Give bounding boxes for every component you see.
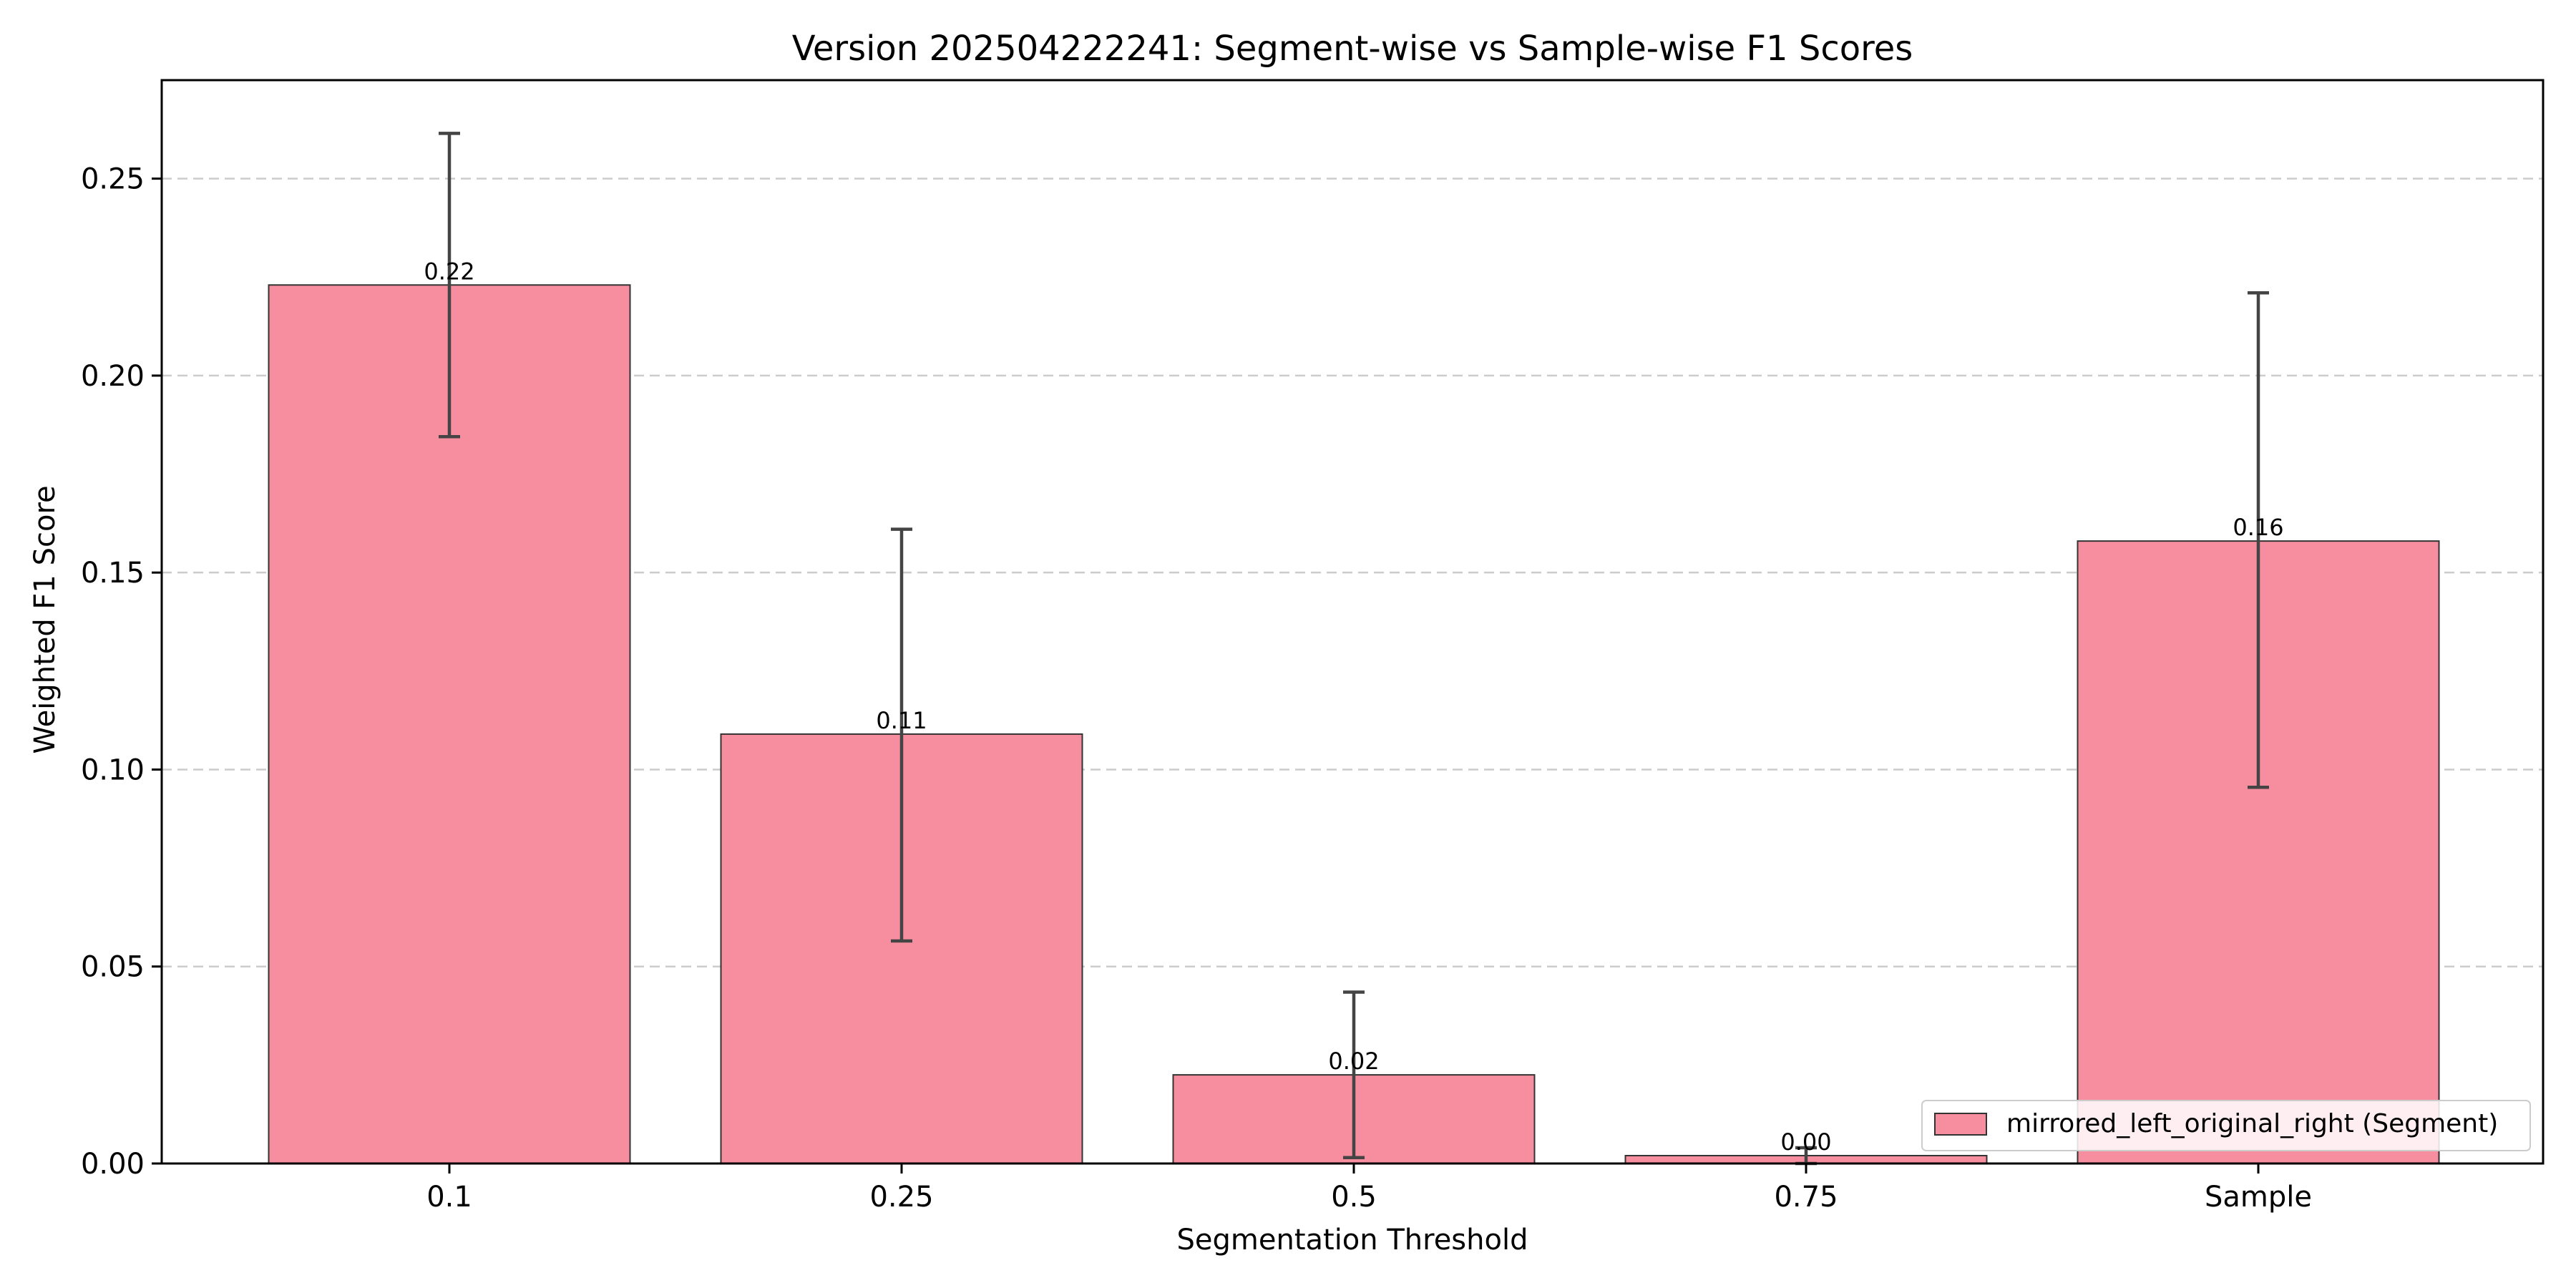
data-label: 0.16 [2233, 514, 2283, 541]
legend-swatch [1934, 1113, 1987, 1136]
data-labels: 0.22 0.11 0.02 0.00 0.16 [424, 258, 2283, 1156]
y-tick-label: 0.05 [81, 951, 145, 984]
legend-box [1921, 1100, 2531, 1151]
bar [720, 733, 1083, 1164]
data-label: 0.02 [1328, 1048, 1379, 1075]
x-tick-label: 0.25 [869, 1181, 933, 1214]
plot-frame [160, 79, 2545, 1165]
data-label: 0.00 [1780, 1128, 1831, 1156]
y-tick-label: 0.20 [81, 360, 145, 393]
legend: mirrored_left_original_right (Segment) [1921, 1100, 2531, 1151]
y-axis-ticks: 0.00 0.05 0.10 0.15 0.20 0.25 [81, 163, 162, 1181]
x-tick-label: Sample [2205, 1181, 2312, 1214]
x-axis-ticks: 0.1 0.25 0.5 0.75 Sample [426, 1163, 2312, 1214]
x-tick-label: 0.1 [426, 1181, 472, 1214]
y-axis-label: Weighted F1 Score [29, 485, 62, 753]
y-tick-label: 0.00 [81, 1148, 145, 1181]
y-tick-label: 0.15 [81, 557, 145, 590]
x-tick-label: 0.75 [1774, 1181, 1838, 1214]
x-tick-label: 0.5 [1331, 1181, 1377, 1214]
x-axis-label: Segmentation Threshold [1177, 1224, 1528, 1257]
bars [268, 284, 2440, 1165]
y-tick-label: 0.10 [81, 753, 145, 786]
y-tick-label: 0.25 [81, 163, 145, 196]
error-bars [439, 132, 2269, 1166]
data-label: 0.22 [424, 258, 474, 285]
legend-label: mirrored_left_original_right (Segment) [2006, 1109, 2498, 1138]
chart-title: Version 202504222241: Segment-wise vs Sa… [792, 29, 1913, 69]
data-label: 0.11 [876, 707, 927, 734]
